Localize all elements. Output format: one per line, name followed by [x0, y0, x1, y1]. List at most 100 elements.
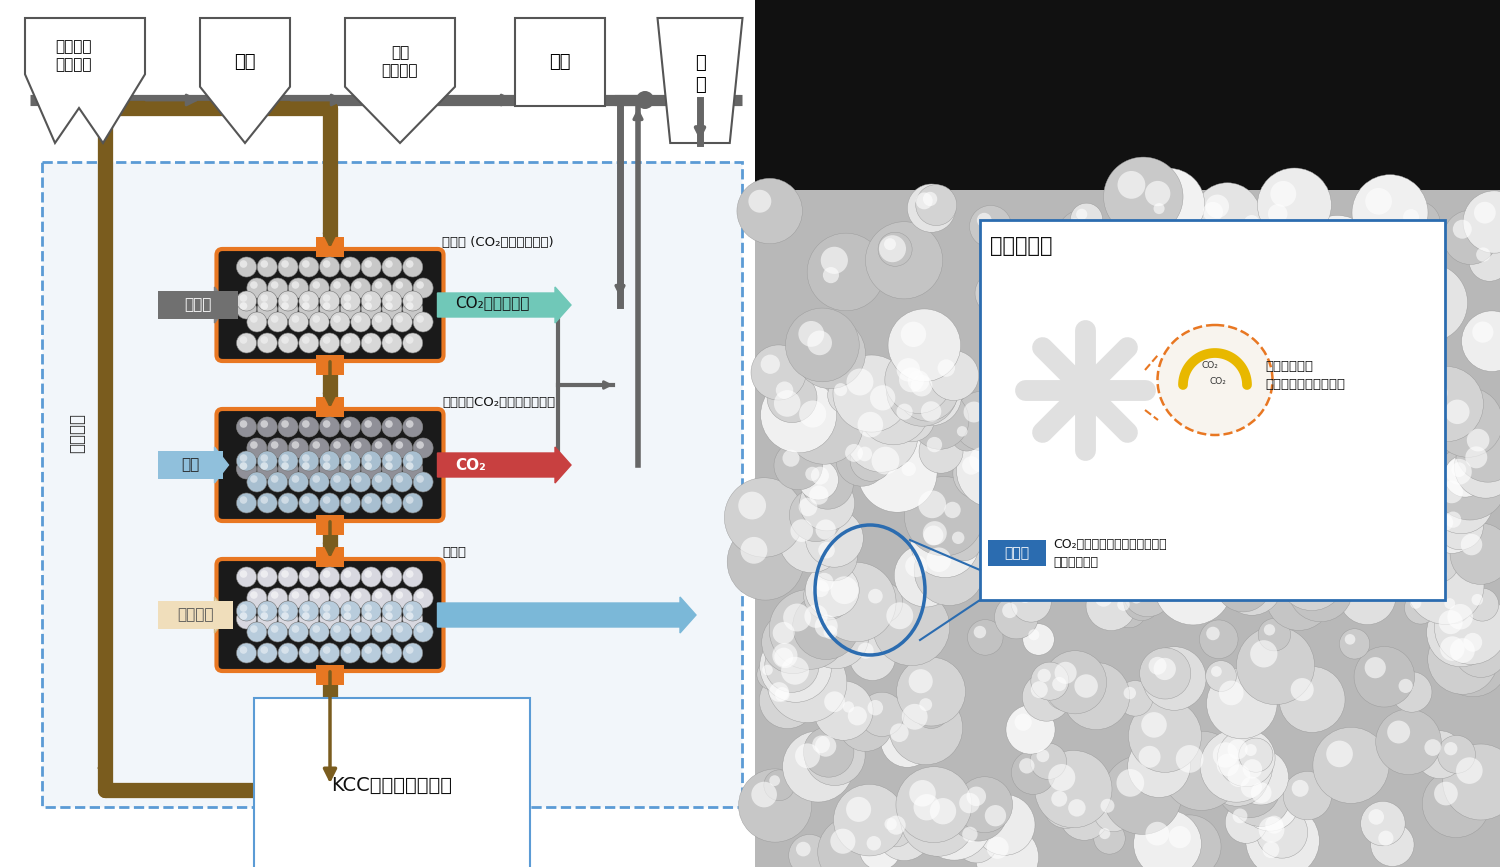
Circle shape: [783, 450, 800, 466]
Circle shape: [1144, 181, 1170, 206]
Circle shape: [1233, 749, 1288, 805]
Circle shape: [1116, 769, 1144, 797]
Circle shape: [824, 691, 844, 712]
Circle shape: [1154, 546, 1233, 625]
Circle shape: [969, 447, 994, 473]
Circle shape: [1320, 381, 1396, 457]
Circle shape: [1062, 662, 1130, 730]
Circle shape: [910, 509, 980, 577]
Circle shape: [1100, 828, 1110, 839]
Circle shape: [237, 609, 256, 629]
Circle shape: [344, 646, 351, 654]
Circle shape: [1227, 740, 1248, 759]
Circle shape: [1068, 451, 1080, 464]
Circle shape: [1246, 804, 1320, 867]
Circle shape: [1035, 751, 1112, 828]
Circle shape: [393, 278, 412, 298]
Circle shape: [982, 279, 999, 294]
Circle shape: [362, 609, 381, 629]
Circle shape: [309, 278, 328, 298]
Circle shape: [774, 648, 794, 667]
Circle shape: [1364, 394, 1440, 470]
Circle shape: [1148, 198, 1179, 229]
Circle shape: [859, 829, 900, 867]
FancyBboxPatch shape: [158, 601, 232, 629]
Circle shape: [386, 612, 393, 620]
Circle shape: [1299, 569, 1322, 591]
Circle shape: [312, 441, 320, 449]
Circle shape: [333, 281, 340, 289]
Circle shape: [1461, 311, 1500, 371]
Bar: [316, 237, 344, 257]
Circle shape: [1368, 809, 1384, 825]
Circle shape: [240, 496, 248, 504]
Circle shape: [904, 555, 927, 577]
Circle shape: [1240, 772, 1299, 831]
Circle shape: [344, 612, 351, 620]
Circle shape: [382, 291, 402, 311]
Circle shape: [951, 420, 982, 451]
Circle shape: [322, 336, 330, 344]
Circle shape: [1474, 202, 1496, 224]
Circle shape: [1026, 401, 1050, 425]
Circle shape: [1007, 705, 1054, 754]
Circle shape: [994, 595, 1038, 639]
Circle shape: [258, 291, 278, 311]
Circle shape: [267, 622, 288, 642]
Circle shape: [920, 698, 932, 711]
Circle shape: [1230, 766, 1290, 826]
Circle shape: [261, 260, 268, 268]
Circle shape: [362, 299, 381, 319]
Circle shape: [333, 316, 340, 323]
Circle shape: [918, 491, 946, 518]
Circle shape: [1344, 451, 1404, 512]
Circle shape: [291, 475, 298, 483]
Circle shape: [282, 646, 290, 654]
Circle shape: [880, 714, 934, 767]
Circle shape: [258, 299, 278, 319]
Circle shape: [393, 588, 412, 608]
Circle shape: [1354, 647, 1414, 707]
Circle shape: [261, 420, 268, 427]
Circle shape: [1118, 681, 1154, 716]
Circle shape: [1030, 662, 1069, 701]
Circle shape: [251, 281, 258, 289]
Circle shape: [1394, 531, 1404, 542]
Circle shape: [975, 825, 1038, 867]
Circle shape: [340, 417, 360, 437]
Circle shape: [886, 816, 906, 835]
Circle shape: [1338, 567, 1396, 624]
Circle shape: [885, 346, 952, 414]
Circle shape: [1143, 290, 1208, 354]
Circle shape: [1222, 348, 1236, 362]
Circle shape: [282, 303, 290, 310]
Circle shape: [728, 524, 804, 600]
Circle shape: [406, 454, 414, 462]
Circle shape: [1248, 503, 1264, 519]
Circle shape: [386, 570, 393, 577]
Circle shape: [1200, 620, 1237, 659]
Circle shape: [1352, 247, 1412, 307]
Circle shape: [1263, 841, 1280, 858]
Circle shape: [340, 459, 360, 479]
Circle shape: [888, 309, 960, 381]
Circle shape: [1244, 215, 1260, 231]
Circle shape: [340, 257, 360, 277]
Circle shape: [1438, 593, 1470, 623]
Text: 石炭火力
ボイラー: 石炭火力 ボイラー: [54, 39, 92, 72]
Circle shape: [406, 303, 414, 310]
Circle shape: [261, 612, 268, 620]
Circle shape: [372, 472, 392, 492]
Circle shape: [302, 294, 309, 302]
Circle shape: [1118, 598, 1130, 611]
Circle shape: [1154, 257, 1194, 297]
Text: 煙
突: 煙 突: [694, 54, 705, 95]
Circle shape: [402, 643, 423, 663]
Circle shape: [1326, 524, 1344, 541]
Circle shape: [1118, 171, 1146, 199]
Circle shape: [1444, 512, 1461, 528]
Circle shape: [1013, 329, 1074, 392]
Circle shape: [1384, 486, 1406, 508]
Circle shape: [1036, 749, 1050, 762]
Circle shape: [351, 438, 370, 458]
